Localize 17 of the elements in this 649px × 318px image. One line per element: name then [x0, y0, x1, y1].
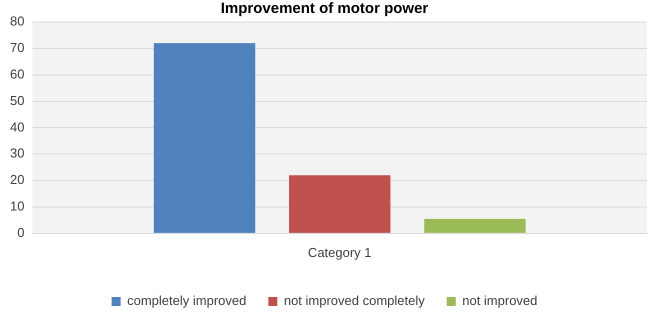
- bar: [154, 43, 256, 233]
- legend-label: not improved completely: [284, 293, 426, 308]
- y-tick-label: 0: [17, 224, 24, 240]
- legend-label: completely improved: [127, 293, 246, 308]
- y-tick-label: 80: [10, 14, 24, 29]
- bar: [289, 175, 390, 233]
- x-tick-label: Category 1: [308, 244, 372, 260]
- y-tick-label: 70: [10, 40, 24, 56]
- chart-title: Improvement of motor power: [220, 0, 428, 18]
- y-tick-label: 50: [10, 92, 24, 108]
- legend-label: not improved: [462, 293, 538, 308]
- y-tick-label: 40: [10, 119, 24, 134]
- bar: [424, 218, 526, 233]
- y-tick-label: 30: [10, 146, 24, 161]
- y-tick-label: 10: [10, 198, 24, 214]
- y-tick-label: 20: [10, 172, 24, 188]
- y-tick-label: 60: [10, 66, 24, 82]
